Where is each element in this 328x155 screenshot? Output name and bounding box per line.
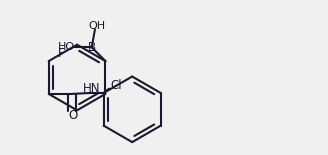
Text: HN: HN xyxy=(83,82,100,95)
Text: HO: HO xyxy=(58,42,75,52)
Text: O: O xyxy=(68,109,77,122)
Text: Cl: Cl xyxy=(111,79,122,92)
Text: B: B xyxy=(88,41,96,54)
Text: OH: OH xyxy=(88,21,105,31)
Text: F: F xyxy=(58,47,64,60)
